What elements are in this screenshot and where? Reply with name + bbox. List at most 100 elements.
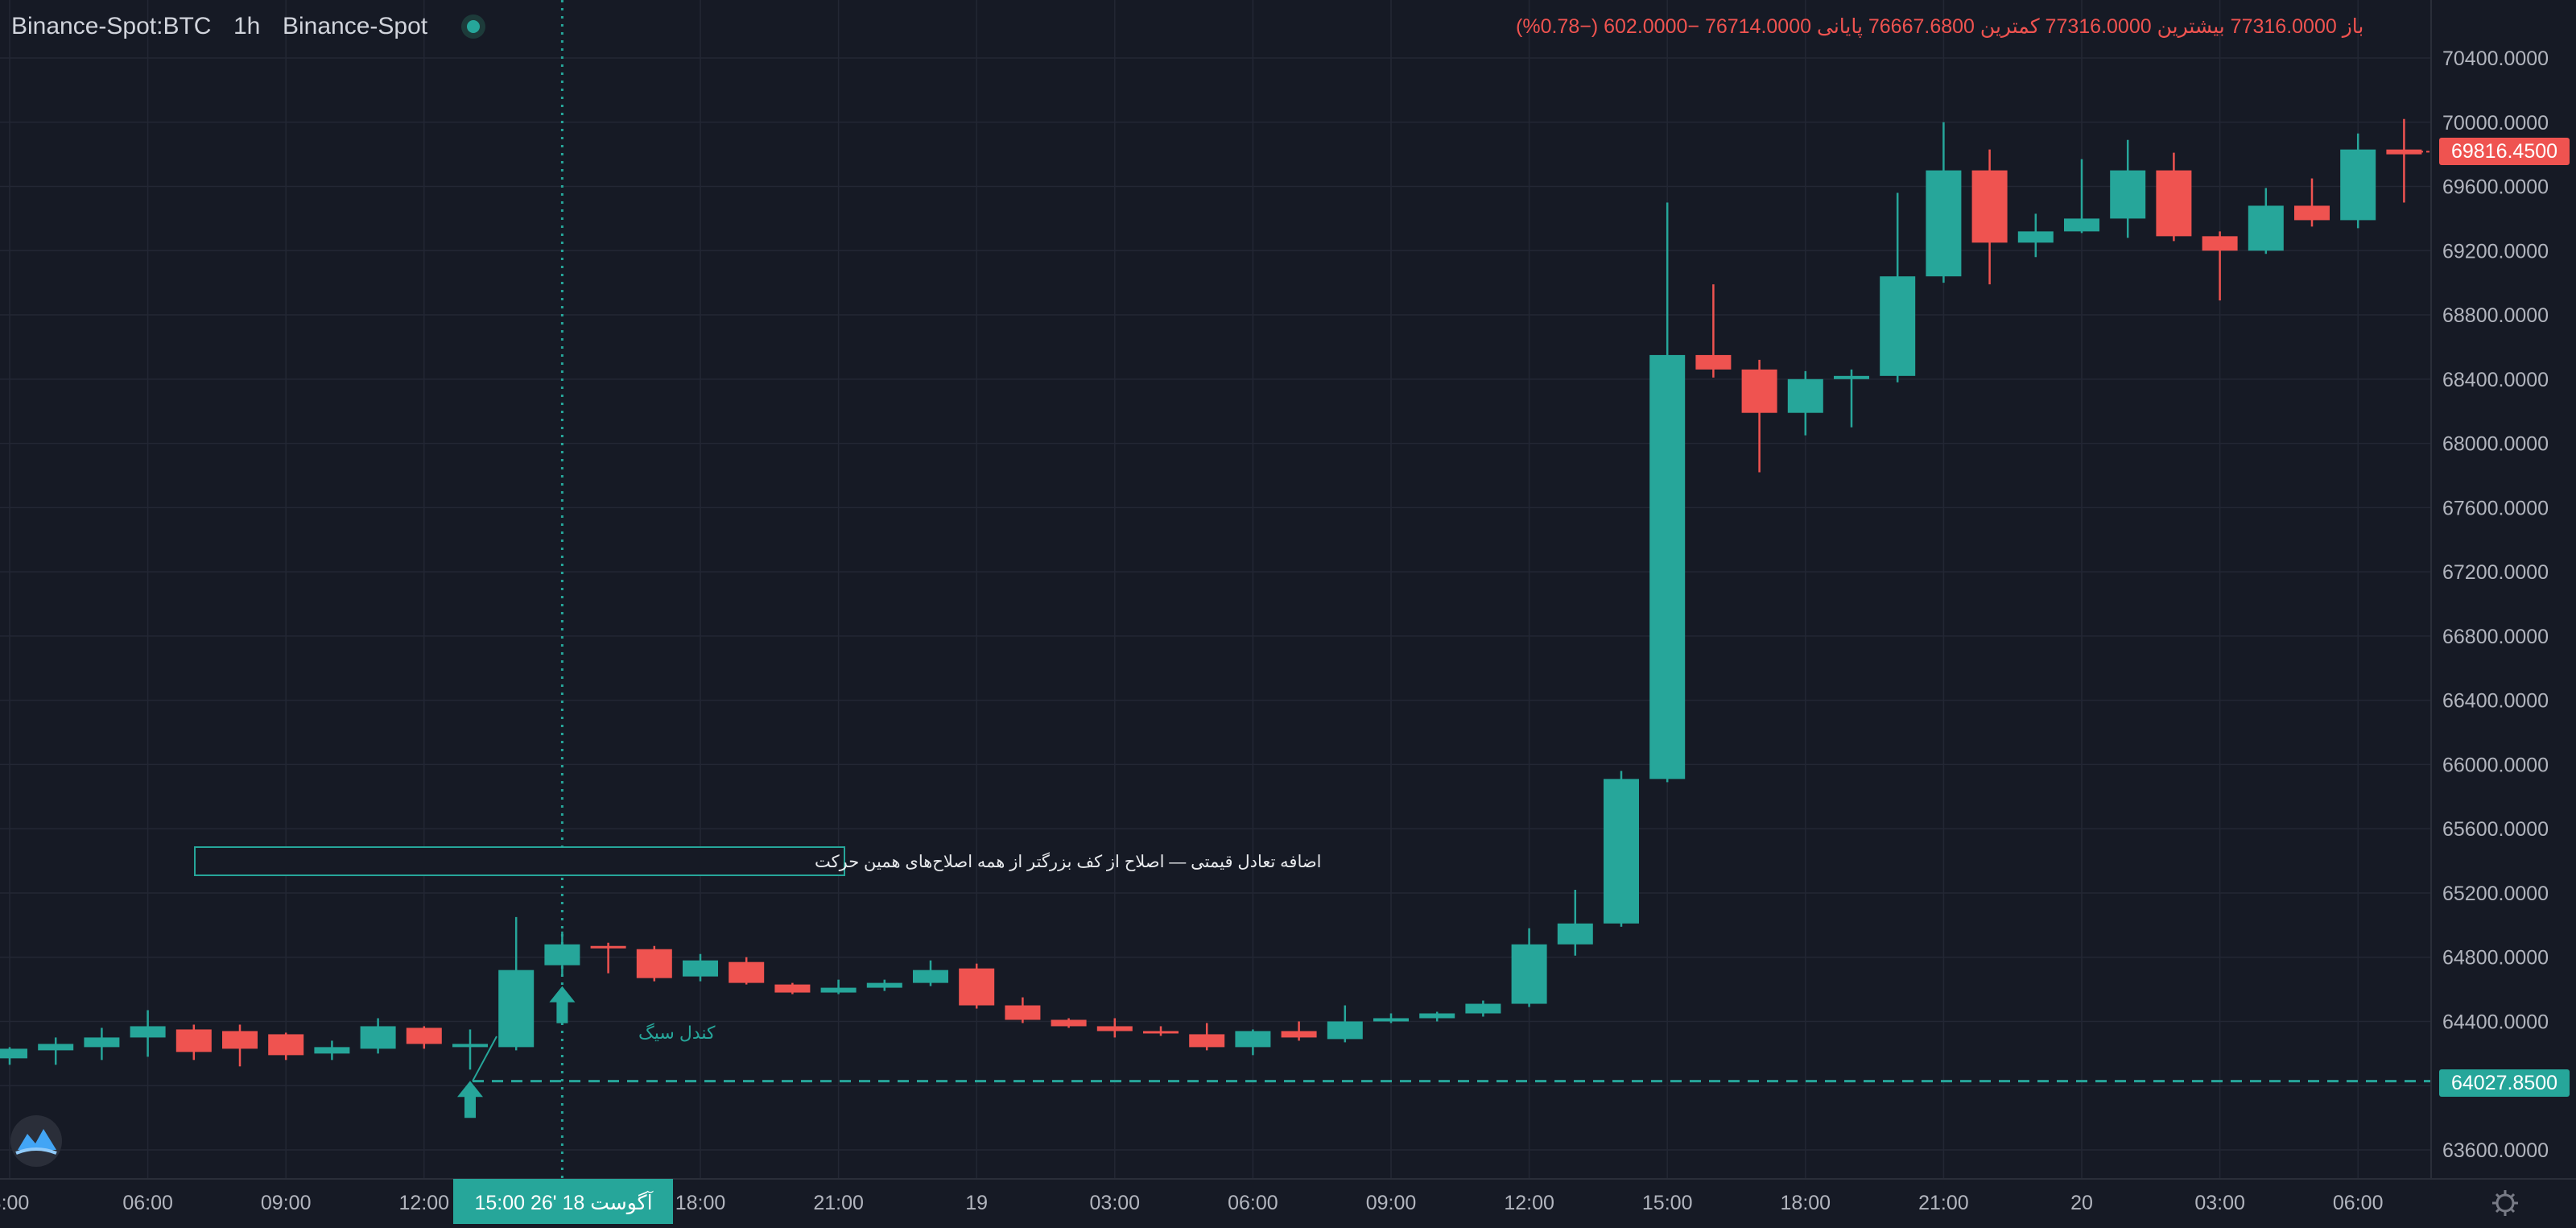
time-tick-label: 12:00 [1504, 1192, 1554, 1214]
candle-up [84, 1037, 120, 1048]
candle-up [1235, 1031, 1271, 1048]
candle-up [130, 1026, 166, 1038]
gear-icon[interactable] [2492, 1190, 2518, 1216]
candle-up [2340, 149, 2376, 221]
candle-up [1604, 779, 1639, 924]
time-tick-label: 3:00 [0, 1192, 29, 1214]
candle-down [2156, 170, 2192, 237]
trend-connector-line [472, 1036, 497, 1082]
candle-up [314, 1047, 350, 1054]
time-tick-label: 18:00 [675, 1192, 726, 1214]
candle-up [544, 944, 580, 965]
annotations: اضافه تعادل قیمتی — اصلاح از کف بزرگتر ا… [194, 846, 1322, 1043]
candle-down [636, 949, 672, 978]
candle-down [2202, 236, 2238, 251]
candle-down [1741, 369, 1777, 413]
grid-lines [0, 0, 2431, 1179]
time-tick-label: 21:00 [813, 1192, 864, 1214]
symbol-title[interactable]: Binance-Spot:BTC [11, 13, 211, 39]
note-box[interactable] [194, 846, 845, 876]
candle-label: کندل سیگ [638, 1023, 716, 1043]
candle-down [268, 1034, 304, 1056]
candle-down [2294, 205, 2330, 221]
candle-up [2248, 205, 2284, 251]
candle-up [498, 970, 535, 1048]
horizontal-level-layer [472, 151, 2431, 1083]
candles [0, 118, 2422, 1070]
ohlc-values: باز 77316.0000 بیشترین 77316.0000 کمترین… [1516, 15, 2363, 38]
crosshair-time-badge: 15:00 26' آگوست 18 [453, 1179, 673, 1224]
candle-up [1649, 354, 1686, 779]
time-tick-label: 06:00 [2333, 1192, 2384, 1214]
price-tick-label: 67200.0000 [2442, 561, 2549, 584]
candle-down [729, 961, 765, 983]
candle-up [1880, 276, 1916, 376]
price-tick-label: 64800.0000 [2442, 947, 2549, 970]
candle-down [590, 945, 626, 949]
level-price-badge [2439, 1069, 2570, 1097]
price-tick-label: 65600.0000 [2442, 818, 2549, 841]
time-tick-label: 15:00 [1642, 1192, 1693, 1214]
time-tick-label: 12:00 [399, 1192, 450, 1214]
price-tick-label: 68000.0000 [2442, 433, 2549, 456]
price-tick-label: 66000.0000 [2442, 754, 2549, 776]
buy-signal-arrow-icon [549, 986, 576, 1023]
candle-up [1419, 1013, 1455, 1019]
price-tick-label: 70400.0000 [2442, 48, 2549, 70]
time-tick-label: 06:00 [122, 1192, 173, 1214]
candle-up [2064, 218, 2099, 232]
time-tick-label: 19 [965, 1192, 988, 1214]
candle-down [1281, 1031, 1317, 1038]
candle-up [683, 960, 718, 977]
candle-down [2386, 149, 2422, 155]
note-text: اضافه تعادل قیمتی — اصلاح از کف بزرگتر ا… [815, 852, 1322, 871]
price-tick-label: 64400.0000 [2442, 1011, 2549, 1033]
exchange-label: Binance-Spot [283, 13, 428, 39]
candle-up [2017, 231, 2054, 243]
candle-up [1787, 378, 1823, 413]
time-tick-label: 21:00 [1918, 1192, 1969, 1214]
interval-label[interactable]: 1h [233, 13, 260, 39]
logo-circle [10, 1115, 62, 1167]
time-tick-label: 18:00 [1781, 1192, 1831, 1214]
candle-down [1189, 1034, 1225, 1048]
candle-up [1834, 375, 1869, 379]
candle-down [1096, 1026, 1133, 1032]
price-tick-label: 66800.0000 [2442, 626, 2549, 648]
candle-down [222, 1031, 258, 1049]
candle-up [866, 982, 902, 988]
time-axis[interactable]: 3:00 06:00 09:00 12:00 18:00 21:00 19 03:00 06:0… [0, 1192, 2383, 1214]
candle-down [175, 1029, 212, 1052]
price-badges: 69816.4500 64027.8500 [2439, 138, 2570, 1097]
candle-up [1926, 170, 1962, 277]
candle-up [1465, 1003, 1501, 1014]
price-tick-label: 68400.0000 [2442, 369, 2549, 391]
candle-down [1971, 170, 2008, 243]
price-tick-label: 66400.0000 [2442, 690, 2549, 713]
level-price-label: 64027.8500 [2451, 1072, 2557, 1094]
price-axis[interactable]: 63600.000064000.000064400.000064800.0000… [2442, 48, 2549, 1162]
buy-signal-arrow-icon [457, 1081, 483, 1118]
candle-up [38, 1044, 74, 1051]
time-tick-label: 09:00 [261, 1192, 312, 1214]
chart-header: Binance-Spot:BTC 1h Binance-Spot باز 773… [11, 13, 2363, 39]
crosshair-time-box [453, 1179, 673, 1224]
candle-down [406, 1027, 442, 1044]
logo-wave [15, 1147, 57, 1155]
time-tick-label: 03:00 [1090, 1192, 1141, 1214]
cloud-logo-icon[interactable] [10, 1115, 62, 1167]
candle-down [1695, 354, 1732, 370]
time-tick-label: 06:00 [1228, 1192, 1278, 1214]
price-tick-label: 70000.0000 [2442, 112, 2549, 134]
candle-down [1143, 1031, 1179, 1034]
price-tick-label: 63600.0000 [2442, 1139, 2549, 1162]
logo-mountain [18, 1129, 56, 1150]
candle-up [2110, 170, 2146, 219]
candle-up [1557, 923, 1593, 945]
price-tick-label: 68800.0000 [2442, 304, 2549, 327]
candle-up [360, 1026, 396, 1049]
